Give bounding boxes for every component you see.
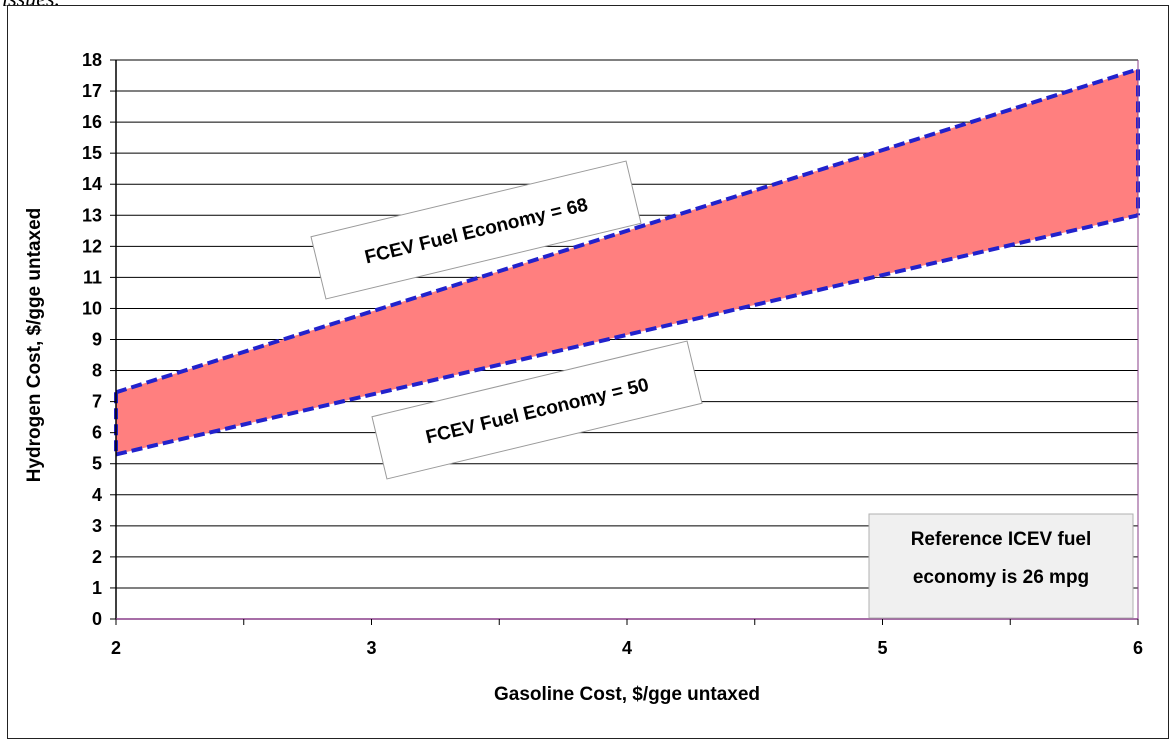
y-tick-label-2: 2 (92, 547, 102, 567)
annotation-fe50-box (371, 340, 703, 480)
y-tick-label-17: 17 (82, 81, 102, 101)
y-tick-label-15: 15 (82, 143, 102, 163)
x-tick-label-2: 2 (111, 638, 121, 658)
y-tick-label-7: 7 (92, 392, 102, 412)
x-tick-labels: 2 3 4 5 6 (111, 638, 1143, 658)
reference-note-box (868, 513, 1134, 619)
y-tick-label-5: 5 (92, 454, 102, 474)
y-tick-label-0: 0 (92, 609, 102, 629)
axes (110, 59, 1139, 625)
reference-note-line-1: Reference ICEV fuel (911, 529, 1092, 550)
y-tick-label-8: 8 (92, 361, 102, 381)
y-axis-title: Hydrogen Cost, $/gge untaxed (24, 208, 45, 482)
x-tick-label-6: 6 (1133, 638, 1143, 658)
fuel-economy-band (116, 69, 1138, 455)
reference-note: Reference ICEV fuel economy is 26 mpg (868, 513, 1134, 619)
reference-note-line-2: economy is 26 mpg (913, 567, 1089, 588)
x-axis-title: Gasoline Cost, $/gge untaxed (494, 684, 760, 705)
x-tick-label-5: 5 (877, 638, 887, 658)
y-tick-label-1: 1 (92, 578, 102, 598)
y-tick-label-16: 16 (82, 112, 102, 132)
series-line-fe50 (115, 213, 1139, 457)
y-tick-label-9: 9 (92, 330, 102, 350)
annotation-fe68-box (310, 160, 642, 300)
y-tick-label-13: 13 (82, 205, 102, 225)
y-tick-label-14: 14 (82, 174, 102, 194)
x-tick-label-4: 4 (622, 638, 632, 658)
y-tick-label-10: 10 (82, 298, 102, 318)
y-tick-label-6: 6 (92, 423, 102, 443)
y-tick-label-11: 11 (83, 267, 102, 287)
y-tick-label-18: 18 (82, 50, 102, 70)
x-tick-label-3: 3 (366, 638, 376, 658)
y-tick-label-4: 4 (92, 485, 102, 505)
y-tick-label-12: 12 (82, 236, 102, 256)
y-tick-label-3: 3 (92, 516, 102, 536)
series-line-fe68 (115, 67, 1139, 395)
